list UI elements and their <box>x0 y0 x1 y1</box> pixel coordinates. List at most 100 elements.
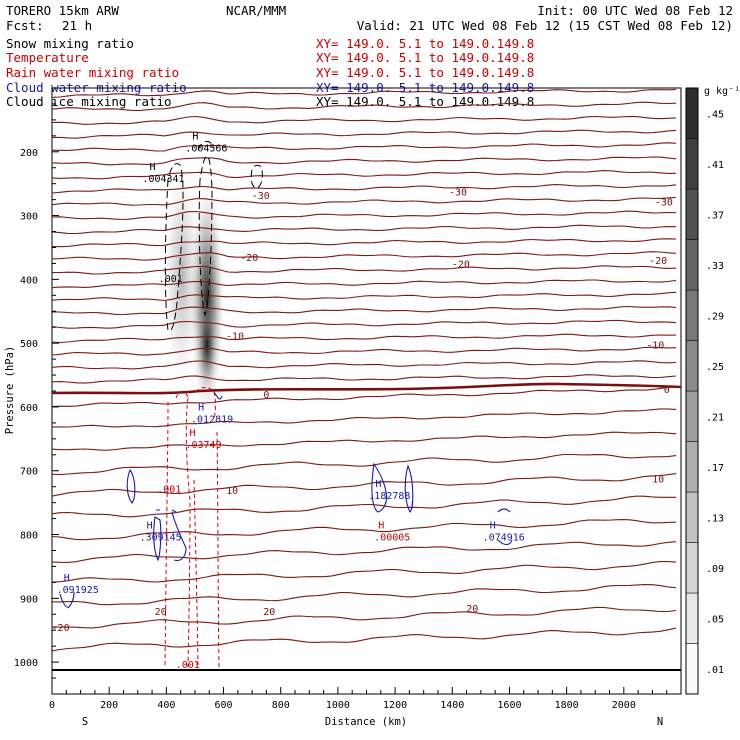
temperature-label: -10 <box>226 332 244 343</box>
x-tick-label: 2000 <box>612 700 636 711</box>
temperature-isotherms <box>51 88 677 652</box>
x-tick-label: 1200 <box>383 700 407 711</box>
colorbar-tick-label: .09 <box>706 564 724 575</box>
colorbar-frame <box>685 87 699 695</box>
valid-time: Valid: 21 UTC Wed 08 Feb 12 (15 CST Wed … <box>357 18 733 33</box>
extremum-marker: H <box>198 403 204 414</box>
extremum-value: .309145 <box>140 533 182 544</box>
colorbar-tick-label: .21 <box>706 412 724 423</box>
isotherm-line <box>51 210 677 221</box>
isotherm-line <box>51 279 677 289</box>
colorbar-swatch <box>685 643 699 695</box>
colorbar-swatch <box>685 491 699 543</box>
colorbar-swatch <box>685 340 699 392</box>
extremum-value: .004566 <box>185 143 227 154</box>
fcst-value: 21 h <box>62 18 92 33</box>
colorbar: .01 .05 .09 .13 .17 .21 .25 .29 .33 .37 .41 .45 <box>685 87 724 695</box>
temperature-label: 20 <box>263 607 275 618</box>
extremum-value: .091925 <box>57 585 99 596</box>
x-tick-label: 400 <box>157 700 175 711</box>
isotherm-line <box>51 319 677 329</box>
fcst-label: Fcst: <box>6 18 44 33</box>
colorbar-tick-label: .01 <box>706 665 724 676</box>
x-tick-label: 200 <box>100 700 118 711</box>
x-tick-label: 800 <box>272 700 290 711</box>
x-axis-label: Distance (km) <box>325 716 407 728</box>
isotherm-line <box>51 606 677 629</box>
extremum-marker: H <box>190 428 196 439</box>
temperature-label: -10 <box>646 340 664 351</box>
extremum-marker: H <box>375 479 381 490</box>
field-xy-rain: XY= 149.0. 5.1 to 149.0.149.8 <box>316 65 534 80</box>
isotherm-line <box>51 238 677 248</box>
y-tick-label: 300 <box>20 212 38 223</box>
y-axis-label: Pressure (hPa) <box>4 346 16 435</box>
isotherm-line <box>51 184 677 194</box>
colorbar-swatch <box>685 289 699 341</box>
colorbar-unit: g kg⁻¹ <box>704 86 740 97</box>
field-legend: Snow mixing ratio XY= 149.0. 5.1 to 149.… <box>6 36 534 109</box>
isotherm-line <box>51 386 677 408</box>
colorbar-tick-label: .33 <box>706 261 724 272</box>
colorbar-swatch <box>685 592 699 644</box>
colorbar-tick-label: .25 <box>706 362 724 373</box>
temperature-label: -30 <box>252 191 270 202</box>
colorbar-tick-label: .05 <box>706 614 724 625</box>
temperature-label: -20 <box>52 623 70 634</box>
temperature-label: 10 <box>652 474 664 485</box>
colorbar-tick-label: .13 <box>706 513 724 524</box>
end-label-south: S <box>82 716 88 728</box>
cloud-water-contours <box>59 391 513 609</box>
colorbar-swatch <box>685 390 699 442</box>
field-name-rain: Rain water mixing ratio <box>6 65 179 80</box>
y-tick-label: 900 <box>20 594 38 605</box>
temperature-label: -20 <box>649 256 667 267</box>
x-tick-label: 1800 <box>555 700 579 711</box>
y-tick-label: 200 <box>20 148 38 159</box>
isotherm-line <box>51 584 677 606</box>
colorbar-tick-label: .29 <box>706 311 724 322</box>
temperature-label: -30 <box>449 187 467 198</box>
isotherm-line <box>51 360 677 370</box>
center-title: NCAR/MMM <box>226 3 286 18</box>
isotherm-line <box>51 346 677 356</box>
x-tick-label: 600 <box>215 700 233 711</box>
y-axis: 200 300 400 500 600 700 800 900 1000 <box>14 87 59 695</box>
temperature-label: 0 <box>263 390 269 401</box>
x-tick-label: 1000 <box>326 700 350 711</box>
y-tick-label: 400 <box>20 275 38 286</box>
extremum-value: .012819 <box>191 415 233 426</box>
y-tick-label: 800 <box>20 531 38 542</box>
extremum-marker: H <box>192 131 198 142</box>
x-tick-label: 1400 <box>440 700 464 711</box>
isotherm-line <box>51 156 677 166</box>
y-tick-label: 1000 <box>14 658 38 669</box>
extremum-marker: H <box>150 162 156 173</box>
extremum-value: .001 <box>159 274 183 285</box>
isotherm-line <box>52 129 677 139</box>
x-axis: 0 200 400 600 800 1000 1200 1400 1600 1800 2000 <box>49 687 682 711</box>
isotherm-line <box>51 101 677 112</box>
model-title: TORERO 15km ARW <box>6 3 119 18</box>
isotherm-line <box>51 291 677 302</box>
isotherm-line <box>51 265 677 275</box>
extremum-marker: H <box>378 521 384 532</box>
isotherm-line <box>52 408 677 428</box>
isotherm-line <box>51 561 677 583</box>
colorbar-swatch <box>685 239 699 291</box>
x-tick-label: 0 <box>49 700 55 711</box>
field-xy-snow: XY= 149.0. 5.1 to 149.0.149.8 <box>316 36 534 51</box>
field-name-temperature: Temperature <box>6 50 89 65</box>
colorbar-tick-label: .41 <box>706 160 724 171</box>
extremum-value: .182788 <box>368 491 410 502</box>
end-label-north: N <box>657 716 663 728</box>
colorbar-swatch <box>685 87 699 139</box>
isotherm-line <box>51 541 677 563</box>
temperature-label: 0 <box>664 385 670 396</box>
extremum-marker: H <box>147 521 153 532</box>
isotherm-line <box>51 473 677 497</box>
extremum-marker: H <box>64 573 70 584</box>
colorbar-swatch <box>685 441 699 493</box>
temperature-label: -20 <box>452 259 470 270</box>
